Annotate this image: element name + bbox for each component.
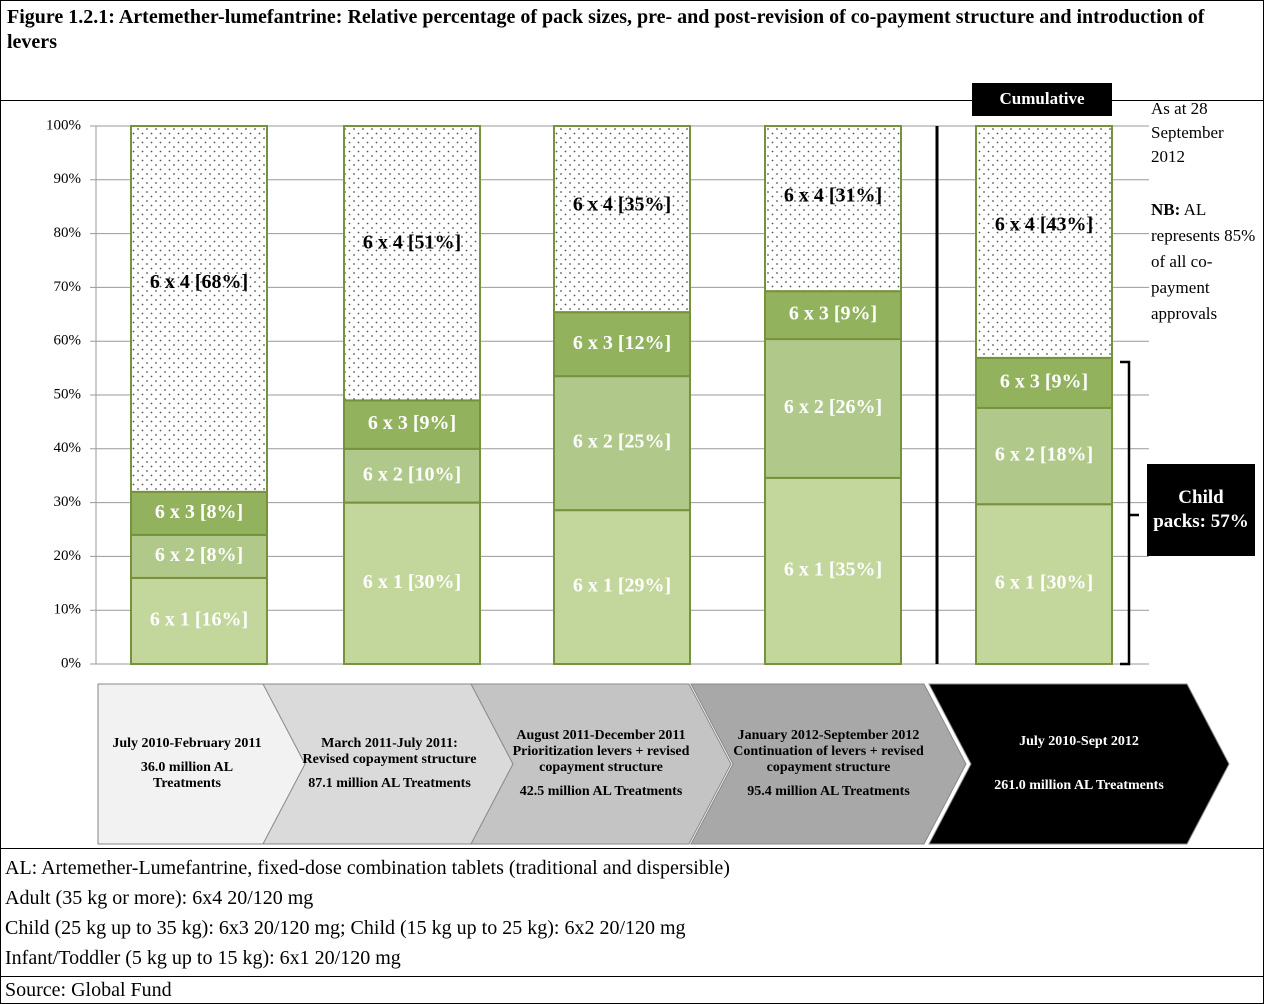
bar-segment xyxy=(343,501,481,665)
bar-segment xyxy=(553,375,691,512)
y-tick-label: 90% xyxy=(54,171,82,187)
note-text: AL represents 85% of all co-payment appr… xyxy=(1151,200,1256,323)
text-box: January 2012-September 2012 Continuation… xyxy=(729,692,928,836)
value-label: 6 x 2 [8%] xyxy=(155,544,243,566)
notes: AL: Artemether-Lumefantrine, fixed-dose … xyxy=(1,848,1263,975)
value-label: 6 x 1 [30%] xyxy=(995,572,1093,594)
value-label: 6 x 3 [9%] xyxy=(789,303,877,325)
value-label: 6 x 3 [9%] xyxy=(1000,370,1088,392)
value-label: 6 x 4 [68%] xyxy=(150,271,248,293)
y-tick-label: 10% xyxy=(54,602,82,618)
bracket-label: Child packs: 57% xyxy=(1153,487,1249,532)
text-box-inner: July 2010-Sept 2012 261.0 million AL Trea… xyxy=(967,692,1191,836)
title-rule xyxy=(1,100,1263,101)
text-box: Child packs: 57% xyxy=(1151,467,1251,553)
category-label: January 2012-September 2012 Continuation… xyxy=(733,728,924,775)
y-tick-label: 80% xyxy=(54,225,82,241)
bar-segment xyxy=(130,125,268,493)
category-label: August 2011-December 2011 Prioritization… xyxy=(512,728,690,775)
y-tick-label: 20% xyxy=(54,548,82,564)
chevron xyxy=(470,683,732,845)
treatments-label: 95.4 million AL Treatments xyxy=(747,784,910,799)
bar-segment xyxy=(553,125,691,314)
text-box-inner: March 2011-July 2011: Revised copayment … xyxy=(301,692,478,836)
bar-segment xyxy=(130,533,268,579)
bracket-box xyxy=(1147,464,1255,556)
treatments-label: 87.1 million AL Treatments xyxy=(308,776,471,791)
date-note: As at 28 September 2012 xyxy=(1151,99,1224,166)
bar-segment xyxy=(130,490,268,536)
text-box: As at 28 September 2012 xyxy=(1151,97,1261,169)
text-box-inner: August 2011-December 2011 Prioritization… xyxy=(509,692,693,836)
y-tick-label: 100% xyxy=(46,117,81,133)
value-label: 6 x 3 [9%] xyxy=(368,412,456,434)
y-tick-label: 0% xyxy=(61,655,81,671)
category-label: March 2011-July 2011: Revised copayment … xyxy=(302,736,477,767)
title: Figure 1.2.1: Artemether-lumefantrine: R… xyxy=(7,6,1205,53)
text-box-inner: January 2012-September 2012 Continuation… xyxy=(729,692,928,836)
text-box: March 2011-July 2011: Revised copayment … xyxy=(301,692,478,836)
cumulative-label: Cumulative xyxy=(1000,89,1085,108)
text-box-inner: As at 28 September 2012 xyxy=(1151,97,1261,169)
cumulative-box xyxy=(972,83,1112,116)
text-box: July 2010-Sept 2012 261.0 million AL Trea… xyxy=(967,692,1191,836)
y-tick-label: 70% xyxy=(54,279,82,295)
value-label: 6 x 1 [16%] xyxy=(150,609,248,631)
text-box: NB: AL represents 85% of all co-payment … xyxy=(1151,197,1261,327)
treatments-label: 42.5 million AL Treatments xyxy=(519,784,683,799)
note-line: Adult (35 kg or more): 6x4 20/120 mg xyxy=(5,887,314,909)
value-label: 6 x 4 [35%] xyxy=(573,194,671,216)
bracket xyxy=(1120,360,1139,666)
note-line: Infant/Toddler (5 kg up to 15 kg): 6x1 2… xyxy=(5,947,401,969)
text-box-inner: July 2010-February 2011 36.0 million AL T… xyxy=(106,692,268,836)
bar-segment xyxy=(553,311,691,378)
value-label: 6 x 1 [29%] xyxy=(573,575,671,597)
text-box-inner: NB: AL represents 85% of all co-payment … xyxy=(1151,197,1261,327)
note-label: NB: xyxy=(1151,200,1181,219)
treatments-label: 36.0 million AL Treatments xyxy=(140,760,234,791)
value-label: 6 x 1 [35%] xyxy=(784,559,882,581)
bar-segment xyxy=(130,576,268,665)
value-label: 6 x 1 [30%] xyxy=(363,571,461,593)
y-tick-label: 40% xyxy=(54,440,82,456)
bar-segment xyxy=(343,399,481,450)
value-label: 6 x 4 [43%] xyxy=(995,213,1093,235)
treatments-label: 261.0 million AL Treatments xyxy=(994,778,1164,793)
text-box: August 2011-December 2011 Prioritization… xyxy=(509,692,693,836)
note-line: AL: Artemether-Lumefantrine, fixed-dose … xyxy=(5,857,730,879)
value-label: 6 x 2 [25%] xyxy=(573,431,671,453)
chevron xyxy=(690,683,967,845)
category-label: July 2010-Sept 2012 xyxy=(1019,734,1139,749)
category-label: July 2010-February 2011 xyxy=(112,736,262,751)
bar-segment xyxy=(764,476,902,665)
value-label: 6 x 2 [26%] xyxy=(784,396,882,418)
value-label: 6 x 2 [18%] xyxy=(995,444,1093,466)
value-label: 6 x 2 [10%] xyxy=(363,463,461,485)
value-label: 6 x 3 [12%] xyxy=(573,332,671,354)
value-label: 6 x 4 [31%] xyxy=(784,185,882,207)
note-line: Child (25 kg up to 35 kg): 6x3 20/120 mg… xyxy=(5,917,686,939)
bar-segment xyxy=(975,125,1113,359)
value-label: 6 x 4 [51%] xyxy=(363,232,461,254)
bar-segment xyxy=(764,125,902,293)
bar-segment xyxy=(343,447,481,504)
source: Source: Global Fund xyxy=(1,976,1263,1003)
bar-segment xyxy=(343,125,481,402)
text-box-inner: Child packs: 57% xyxy=(1151,467,1251,553)
value-label: 6 x 3 [8%] xyxy=(155,501,243,523)
y-tick-label: 60% xyxy=(54,333,82,349)
y-tick-label: 30% xyxy=(54,494,82,510)
bar-segment xyxy=(975,406,1113,506)
chevron xyxy=(928,683,1230,845)
y-tick-label: 50% xyxy=(54,386,82,402)
text-box: July 2010-February 2011 36.0 million AL T… xyxy=(106,692,268,836)
